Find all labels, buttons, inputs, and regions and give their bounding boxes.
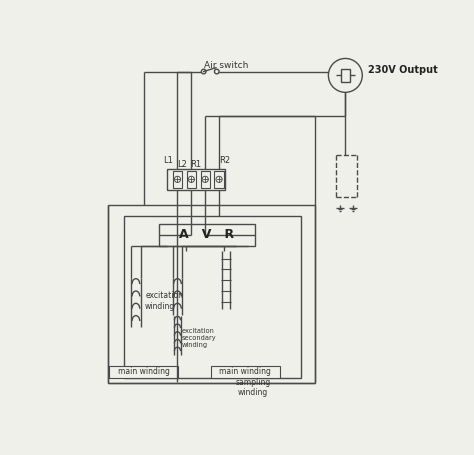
Bar [187,171,196,188]
Bar [124,216,301,378]
Text: excitation
winding: excitation winding [145,291,183,311]
Text: L2: L2 [177,160,187,169]
Text: Air switch: Air switch [204,61,248,70]
Circle shape [216,176,222,182]
Text: R2: R2 [219,157,230,165]
Bar [214,171,224,188]
Bar [210,366,280,378]
Bar [173,171,182,188]
Circle shape [202,176,208,182]
Bar [201,171,210,188]
Text: 230V Output: 230V Output [368,65,438,75]
Text: sampling
winding: sampling winding [235,378,271,397]
Text: L1: L1 [164,157,173,165]
Text: excitation
secondary
winding: excitation secondary winding [182,328,217,348]
Bar [108,205,315,384]
Circle shape [188,176,194,182]
Bar [341,69,350,81]
Text: main winding: main winding [219,367,271,376]
Circle shape [328,58,362,92]
Bar [159,224,255,246]
Text: R1: R1 [191,160,201,169]
Text: A   V   R: A V R [179,228,234,241]
Text: main winding: main winding [118,367,170,376]
Bar [167,168,225,190]
Bar [109,366,178,378]
Circle shape [214,69,219,74]
Circle shape [201,69,206,74]
Circle shape [174,176,181,182]
